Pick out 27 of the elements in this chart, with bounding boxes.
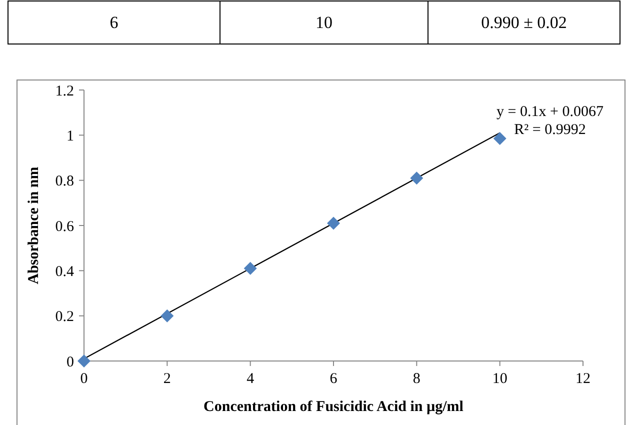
y-tick-label: 0.8 xyxy=(55,174,74,190)
y-tick-label: 0.2 xyxy=(55,309,74,326)
annotation: R² = 0.9992 xyxy=(514,122,586,138)
point xyxy=(160,309,174,322)
x-tick-label: 10 xyxy=(492,371,508,387)
x-tick-label: 0 xyxy=(80,371,88,387)
y-tick-label: 1 xyxy=(66,128,74,144)
x-tick-label: 6 xyxy=(330,371,338,387)
y-tick-label: 1.2 xyxy=(55,83,74,100)
point xyxy=(410,172,424,185)
x-tick-label: 2 xyxy=(163,371,171,387)
point xyxy=(493,132,506,146)
text: 10 xyxy=(316,13,332,32)
y-tick-label: 0 xyxy=(66,354,74,370)
text: 0.990 ± 0.02 xyxy=(481,13,567,32)
x-axis-title: Concentration of Fusicidic Acid in µg/ml xyxy=(204,399,464,415)
point xyxy=(327,216,340,230)
x-tick-label: 4 xyxy=(246,371,255,387)
point xyxy=(78,354,90,368)
y-tick-label: 0.4 xyxy=(55,264,74,280)
text: 6 xyxy=(110,13,118,32)
x-tick-label: 12 xyxy=(576,371,590,387)
x-tick-label: 8 xyxy=(412,371,420,387)
point xyxy=(244,262,257,275)
y-tick-label: 0.6 xyxy=(55,218,74,235)
annotation: y = 0.1x + 0.0067 xyxy=(496,104,604,120)
y-axis-title: Absorbance in nm xyxy=(26,166,42,284)
